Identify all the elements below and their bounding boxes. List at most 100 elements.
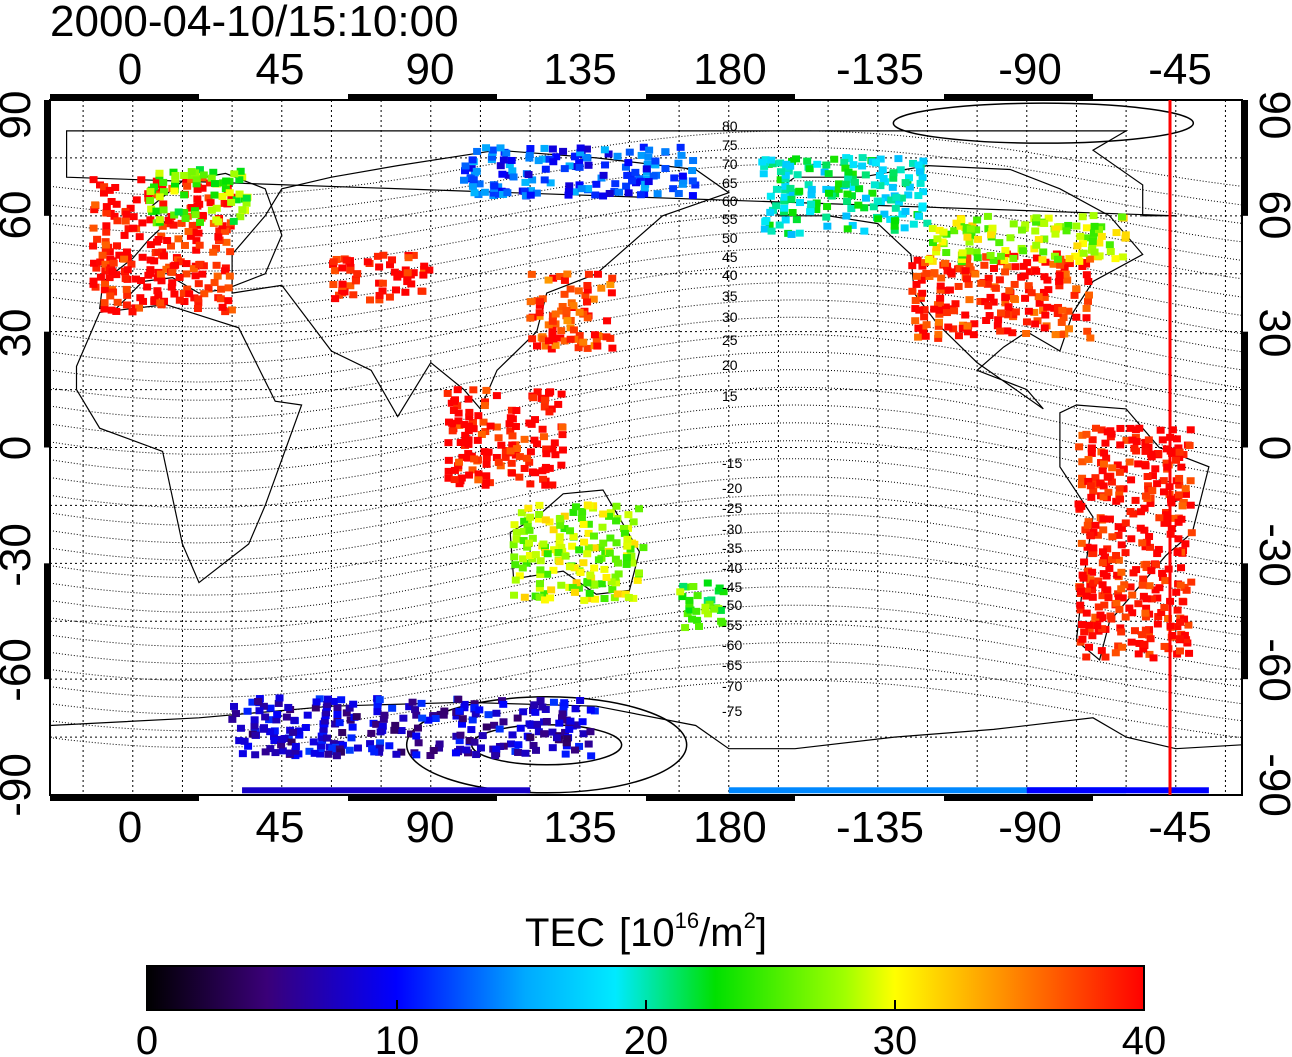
tec-point bbox=[532, 189, 541, 197]
tec-point bbox=[1089, 579, 1098, 587]
tec-point bbox=[1141, 492, 1150, 500]
tec-point bbox=[1060, 264, 1069, 272]
tec-point bbox=[1115, 468, 1124, 476]
tec-point bbox=[471, 710, 480, 718]
tec-point bbox=[1001, 247, 1010, 255]
tec-point bbox=[945, 286, 954, 294]
mlat-label: 60 bbox=[722, 193, 738, 209]
tec-point bbox=[375, 748, 384, 756]
tec-point bbox=[515, 572, 524, 580]
tec-point bbox=[198, 184, 207, 192]
tec-point bbox=[1182, 586, 1191, 594]
tec-point bbox=[621, 163, 630, 171]
tec-point bbox=[523, 543, 532, 551]
tec-point bbox=[928, 225, 937, 233]
tec-point bbox=[1039, 288, 1048, 296]
tec-point bbox=[554, 549, 563, 557]
tec-point bbox=[607, 289, 616, 297]
tec-point bbox=[1051, 230, 1060, 238]
tec-point bbox=[1082, 304, 1091, 312]
tec-point bbox=[1032, 254, 1041, 262]
tec-point bbox=[329, 258, 338, 266]
tec-point bbox=[222, 238, 231, 246]
tec-point bbox=[1173, 623, 1182, 631]
tec-point bbox=[1064, 325, 1073, 333]
tec-point bbox=[1178, 502, 1187, 510]
tec-point bbox=[562, 312, 571, 320]
tec-point bbox=[1102, 572, 1111, 580]
tec-point bbox=[511, 451, 520, 459]
tec-point bbox=[892, 193, 901, 201]
tec-point bbox=[820, 168, 829, 176]
tec-point bbox=[112, 307, 121, 315]
tec-point bbox=[608, 585, 617, 593]
tec-point bbox=[182, 270, 191, 278]
tec-point bbox=[521, 749, 530, 757]
mlat-contour bbox=[50, 679, 1242, 749]
tec-point bbox=[619, 524, 628, 532]
mlat-label: -30 bbox=[722, 521, 742, 537]
coastline bbox=[66, 130, 1176, 217]
tec-point bbox=[954, 332, 963, 340]
tec-point bbox=[227, 193, 236, 201]
tec-point bbox=[195, 218, 204, 226]
tec-point bbox=[549, 335, 558, 343]
tec-point bbox=[524, 504, 533, 512]
tec-point bbox=[536, 566, 545, 574]
tec-point bbox=[571, 503, 580, 511]
tec-point bbox=[1180, 631, 1189, 639]
tec-point bbox=[452, 712, 461, 720]
tec-point bbox=[957, 216, 966, 224]
tec-point bbox=[983, 280, 992, 288]
tec-point bbox=[469, 386, 478, 394]
tec-point bbox=[431, 714, 440, 722]
tec-point bbox=[560, 165, 569, 173]
tec-point bbox=[583, 579, 592, 587]
tec-point bbox=[1082, 592, 1091, 600]
tec-point bbox=[392, 750, 401, 758]
tec-point bbox=[1116, 624, 1125, 632]
tec-point bbox=[1154, 450, 1163, 458]
tec-point bbox=[182, 178, 191, 186]
tec-point bbox=[568, 584, 577, 592]
tec-point bbox=[803, 157, 812, 165]
tec-point bbox=[1030, 308, 1039, 316]
tec-point bbox=[190, 207, 199, 215]
tec-point bbox=[719, 588, 728, 596]
tec-point bbox=[1040, 324, 1049, 332]
tec-point bbox=[186, 232, 195, 240]
tec-point bbox=[806, 208, 815, 216]
tec-point bbox=[1116, 495, 1125, 503]
tec-point bbox=[482, 386, 491, 394]
tec-point bbox=[526, 448, 535, 456]
tec-point bbox=[494, 434, 503, 442]
tec-point bbox=[1175, 647, 1184, 655]
tec-point bbox=[180, 191, 189, 199]
tec-point bbox=[284, 703, 293, 711]
tec-point bbox=[212, 261, 221, 269]
tec-point bbox=[210, 180, 219, 188]
tec-point bbox=[1162, 511, 1171, 519]
tec-point bbox=[1102, 454, 1111, 462]
tec-point bbox=[375, 296, 384, 304]
tec-point bbox=[589, 532, 598, 540]
tec-point bbox=[113, 217, 122, 225]
tec-point bbox=[479, 418, 488, 426]
tec-point bbox=[480, 402, 489, 410]
tec-point bbox=[1079, 574, 1088, 582]
tec-point bbox=[571, 705, 580, 713]
tec-point bbox=[543, 550, 552, 558]
tec-point bbox=[982, 317, 991, 325]
tec-point bbox=[606, 509, 615, 517]
tec-point bbox=[563, 735, 572, 743]
tec-point bbox=[1177, 463, 1186, 471]
lon-tick-top: 0 bbox=[118, 45, 142, 94]
tec-point bbox=[1160, 642, 1169, 650]
tec-point bbox=[385, 293, 394, 301]
tec-point bbox=[983, 212, 992, 220]
tec-point bbox=[558, 431, 567, 439]
tec-point bbox=[703, 610, 712, 618]
tec-point bbox=[462, 746, 471, 754]
tec-point bbox=[198, 211, 207, 219]
tec-point bbox=[93, 235, 102, 243]
